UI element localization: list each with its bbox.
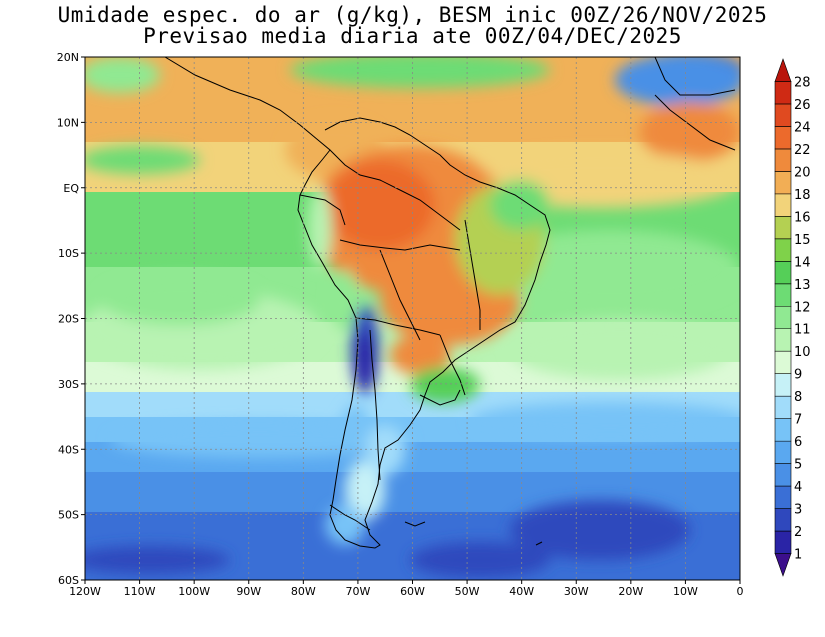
lat-tick-label: 10S xyxy=(58,247,79,260)
colorbar-label: 8 xyxy=(794,390,802,405)
lat-tick-label: 30S xyxy=(58,378,79,391)
colorbar-label: 13 xyxy=(794,278,811,293)
colorbar-label: 26 xyxy=(794,98,811,113)
lon-tick-label: 0 xyxy=(737,585,744,598)
map-title-line2: Previsao media diaria ate 00Z/04/DEC/202… xyxy=(143,24,682,48)
lon-tick-label: 40W xyxy=(509,585,534,598)
colorbar-swatch xyxy=(774,305,792,330)
colorbar-swatch xyxy=(774,485,792,509)
colorbar-swatch xyxy=(774,126,792,150)
colorbar-swatch xyxy=(774,530,792,554)
colorbar-label: 14 xyxy=(794,255,811,270)
colorbar-swatch xyxy=(774,103,792,127)
colorbar-label: 2 xyxy=(794,525,802,540)
colorbar-label: 15 xyxy=(794,233,811,248)
colorbar-label: 1 xyxy=(794,548,802,563)
colorbar-swatch xyxy=(774,283,792,307)
colorbar-label: 11 xyxy=(794,323,811,338)
lon-tick-label: 60W xyxy=(400,585,425,598)
colorbar-label: 28 xyxy=(794,75,811,90)
colorbar-swatch xyxy=(774,553,792,577)
colorbar-label: 16 xyxy=(794,210,811,225)
lat-tick-label: 50S xyxy=(58,509,79,522)
lat-tick-label: 40S xyxy=(58,443,79,456)
lon-tick-label: 120W xyxy=(69,585,101,598)
colorbar-swatch xyxy=(774,81,792,105)
colorbar-swatch xyxy=(774,171,792,195)
colorbar-label: 20 xyxy=(794,165,811,180)
colorbar-label: 10 xyxy=(794,345,811,360)
colorbar-swatch xyxy=(774,418,792,442)
colorbar-swatch xyxy=(774,395,792,419)
colorbar-label: 6 xyxy=(794,435,802,450)
colorbar-swatch xyxy=(774,440,792,464)
colorbar-swatch xyxy=(774,216,792,240)
lon-tick-label: 80W xyxy=(291,585,316,598)
colorbar-label: 5 xyxy=(794,458,802,473)
lon-tick-label: 100W xyxy=(178,585,210,598)
lon-tick-label: 10W xyxy=(673,585,698,598)
colorbar-swatch xyxy=(774,193,792,217)
lon-tick-label: 90W xyxy=(236,585,261,598)
colorbar-swatch xyxy=(774,350,792,374)
colorbar-swatch xyxy=(774,261,792,285)
lon-tick-label: 110W xyxy=(124,585,156,598)
colorbar-swatch xyxy=(774,508,792,532)
colorbar-swatch xyxy=(774,58,792,82)
colorbar-label: 12 xyxy=(794,300,811,315)
map-title-line1: Umidade espec. do ar (g/kg), BESM inic 0… xyxy=(57,3,768,27)
lon-tick-label: 50W xyxy=(455,585,480,598)
lon-tick-label: 30W xyxy=(564,585,589,598)
colorbar-label: 9 xyxy=(794,368,802,383)
colorbar-label: 7 xyxy=(794,413,802,428)
lon-tick-label: 20W xyxy=(618,585,643,598)
colorbar-label: 22 xyxy=(794,143,811,158)
colorbar-swatch xyxy=(774,238,792,262)
lat-tick-label: EQ xyxy=(63,182,79,195)
colorbar-label: 24 xyxy=(794,120,811,135)
lat-tick-label: 10N xyxy=(57,116,79,129)
colorbar-label: 3 xyxy=(794,503,802,518)
graticule xyxy=(85,57,740,580)
colorbar-swatch xyxy=(774,463,792,487)
colorbar-swatch xyxy=(774,373,792,397)
lat-tick-label: 60S xyxy=(58,574,79,587)
colorbar-label: 4 xyxy=(794,480,802,495)
lat-tick-label: 20N xyxy=(57,51,79,64)
colorbar-swatch xyxy=(774,148,792,172)
colorbar-label: 18 xyxy=(794,188,811,203)
lat-tick-label: 20S xyxy=(58,313,79,326)
humidity-field xyxy=(85,57,740,580)
coastlines xyxy=(164,57,736,549)
colorbar-swatch xyxy=(774,328,792,352)
lon-tick-label: 70W xyxy=(345,585,370,598)
